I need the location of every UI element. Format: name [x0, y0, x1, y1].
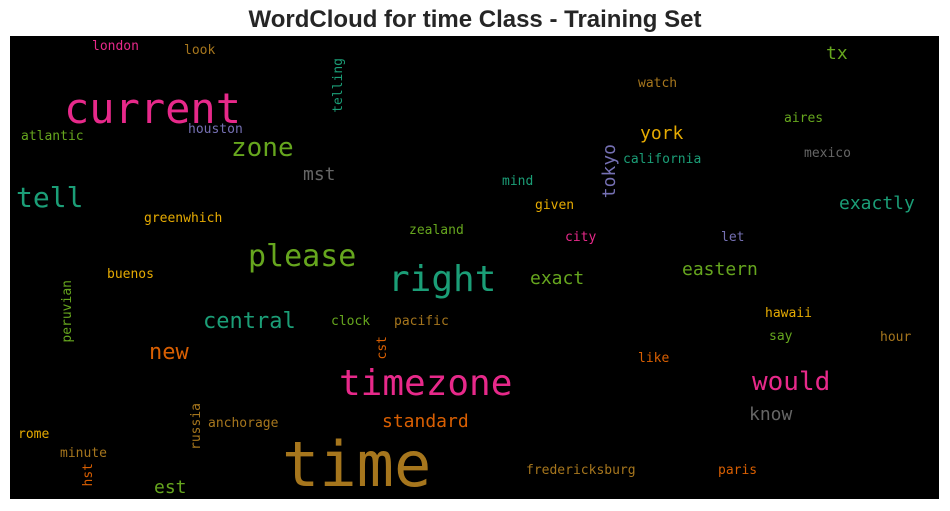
- word-right: right: [388, 259, 497, 300]
- word-russia: russia: [189, 403, 204, 450]
- word-zone: zone: [231, 133, 294, 163]
- word-tokyo: tokyo: [599, 144, 620, 199]
- word-exact: exact: [530, 268, 585, 289]
- word-est: est: [154, 477, 187, 498]
- word-city: city: [565, 230, 597, 245]
- word-clock: clock: [331, 314, 371, 329]
- word-california: california: [623, 152, 702, 167]
- word-timezone: timezone: [339, 363, 513, 404]
- word-like: like: [638, 351, 670, 366]
- word-mind: mind: [502, 174, 534, 189]
- word-cloud: time current timezone right please tell …: [10, 36, 939, 499]
- word-look: look: [184, 43, 216, 58]
- word-anchorage: anchorage: [208, 416, 279, 431]
- word-hour: hour: [880, 330, 912, 345]
- word-exactly: exactly: [839, 193, 915, 214]
- word-say: say: [769, 329, 793, 344]
- word-york: york: [640, 123, 684, 144]
- word-please: please: [248, 239, 357, 274]
- word-given: given: [535, 198, 575, 213]
- word-let: let: [721, 230, 745, 245]
- word-cst: cst: [375, 336, 390, 360]
- word-rome: rome: [18, 427, 50, 442]
- word-mst: mst: [303, 164, 336, 185]
- word-greenwhich: greenwhich: [144, 211, 223, 226]
- chart-title: WordCloud for time Class - Training Set: [248, 6, 702, 33]
- word-aires: aires: [784, 111, 824, 126]
- word-know: know: [749, 404, 793, 425]
- word-tx: tx: [826, 43, 848, 64]
- word-new: new: [149, 340, 189, 365]
- word-fredericksburg: fredericksburg: [526, 463, 636, 478]
- word-buenos: buenos: [107, 267, 154, 282]
- word-eastern: eastern: [682, 259, 758, 280]
- word-standard: standard: [382, 411, 469, 432]
- word-time: time: [282, 428, 432, 499]
- word-pacific: pacific: [394, 314, 449, 329]
- word-would: would: [752, 367, 831, 397]
- word-london: london: [92, 39, 139, 54]
- word-atlantic: atlantic: [21, 129, 84, 144]
- word-peruvian: peruvian: [60, 280, 75, 343]
- word-telling: telling: [331, 58, 346, 113]
- word-tell: tell: [16, 181, 84, 214]
- word-current: current: [64, 84, 242, 133]
- word-zealand: zealand: [409, 223, 464, 238]
- word-watch: watch: [638, 76, 678, 91]
- word-hawaii: hawaii: [765, 306, 812, 321]
- word-minute: minute: [60, 446, 107, 461]
- word-central: central: [203, 309, 296, 334]
- word-hst: hst: [81, 463, 96, 487]
- word-mexico: mexico: [804, 146, 851, 161]
- word-houston: houston: [188, 122, 243, 137]
- word-paris: paris: [718, 463, 758, 478]
